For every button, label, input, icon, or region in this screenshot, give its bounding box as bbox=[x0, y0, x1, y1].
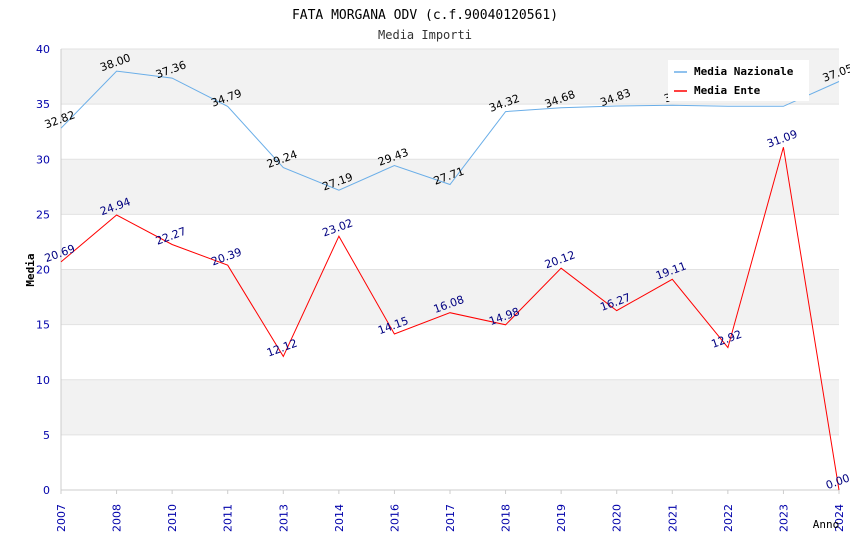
data-label: 23.02 bbox=[321, 216, 355, 239]
y-tick-labels: 0 5 10 15 20 25 30 35 40 bbox=[36, 43, 50, 497]
data-label: 20.12 bbox=[543, 248, 577, 271]
data-label: 0.00 bbox=[824, 471, 850, 492]
x-tick-label: 2021 bbox=[666, 504, 679, 532]
x-tick-label: 2022 bbox=[722, 504, 735, 532]
x-tick-label: 2020 bbox=[611, 504, 624, 532]
grid-lines bbox=[61, 48, 839, 436]
y-tick-label: 5 bbox=[43, 429, 50, 442]
grid-bands bbox=[61, 49, 839, 435]
x-tick-labels: 2007 2008 2010 2011 2013 2014 2016 2017 2018 2019… bbox=[55, 490, 846, 532]
grid-band bbox=[61, 379, 839, 435]
y-tick-label: 40 bbox=[36, 43, 50, 56]
y-tick-label: 10 bbox=[36, 374, 50, 387]
x-tick-label: 2024 bbox=[833, 504, 846, 532]
y-tick-label: 25 bbox=[36, 208, 50, 221]
legend-box bbox=[668, 60, 809, 101]
data-label: 31.09 bbox=[765, 127, 799, 150]
x-tick-label: 2017 bbox=[444, 504, 457, 532]
series-line-media-ente bbox=[60, 147, 840, 491]
y-tick-label: 35 bbox=[36, 98, 50, 111]
x-tick-label: 2014 bbox=[333, 504, 346, 532]
x-tick-label: 2007 bbox=[55, 504, 68, 532]
x-tick-label: 2013 bbox=[277, 504, 290, 532]
data-label: 20.69 bbox=[43, 242, 77, 265]
x-tick-label: 2023 bbox=[777, 504, 790, 532]
x-tick-label: 2018 bbox=[500, 504, 513, 532]
grid-band bbox=[61, 269, 839, 325]
x-tick-label: 2019 bbox=[555, 504, 568, 532]
legend: Media Nazionale Media Ente bbox=[668, 60, 809, 101]
data-label: 12.12 bbox=[265, 337, 299, 360]
chart-subtitle: Media Importi bbox=[378, 28, 472, 42]
series-line-media-nazionale bbox=[60, 70, 840, 191]
y-tick-label: 15 bbox=[36, 319, 50, 332]
x-tick-label: 2016 bbox=[388, 504, 401, 532]
x-tick-label: 2010 bbox=[166, 504, 179, 532]
y-tick-label: 0 bbox=[43, 484, 50, 497]
legend-label-ente: Media Ente bbox=[694, 84, 761, 97]
chart-title: FATA MORGANA ODV (c.f.90040120561) bbox=[292, 8, 558, 23]
data-label: 32.82 bbox=[43, 108, 77, 131]
legend-label-nazionale: Media Nazionale bbox=[694, 65, 794, 78]
y-tick-label: 20 bbox=[36, 264, 50, 277]
x-axis-label: Anno bbox=[813, 518, 840, 531]
x-tick-label: 2008 bbox=[111, 504, 124, 532]
grid-band bbox=[61, 159, 839, 215]
series-lines bbox=[60, 70, 840, 491]
y-axis-label: Media bbox=[24, 253, 37, 286]
x-tick-label: 2011 bbox=[222, 504, 235, 532]
y-tick-label: 30 bbox=[36, 153, 50, 166]
